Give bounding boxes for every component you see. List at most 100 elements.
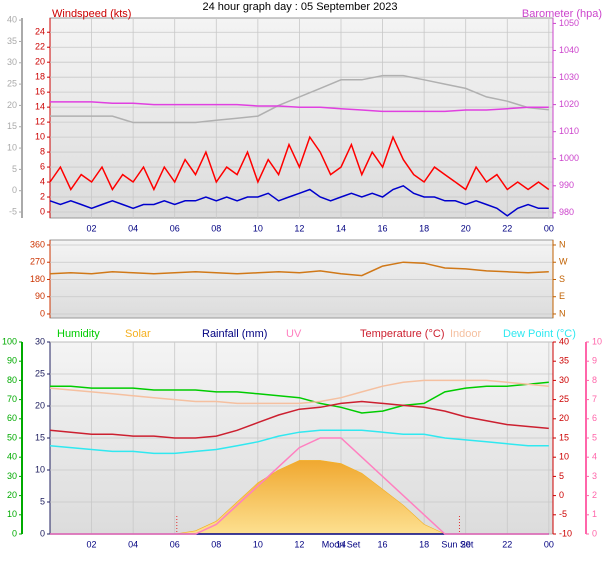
x-tick-label: 16 [378,223,388,233]
y-tick-label: 0 [592,528,597,538]
line [49,184,549,217]
y-tick-label: 1050 [559,18,579,28]
y-tick-label: 15 [35,432,45,442]
line [49,400,549,439]
line [49,429,549,455]
y-tick-label: 80 [7,375,17,385]
y-tick-label: 0 [40,206,45,216]
y-tick-label: 0 [12,528,17,538]
x-tick-label: 14 [336,223,346,233]
y-tick-label: 25 [35,368,45,378]
y-tick-label: 90 [7,356,17,366]
y-tick-label: 40 [7,15,17,25]
line [50,381,549,414]
plot-area [49,17,554,219]
plot-area [49,239,554,319]
y-tick-label: -5 [9,206,17,216]
line [49,379,549,405]
x-tick-label: 22 [502,539,512,549]
y-tick-label: W [559,257,568,267]
y-tick-label: 0 [12,185,17,195]
legend-label: Solar [125,328,151,340]
y-tick-label: 3 [592,471,597,481]
y-tick-label: 7 [592,394,597,404]
x-tick-label: 02 [87,539,97,549]
y-tick-label: 20 [7,490,17,500]
y-tick-label: 20 [35,57,45,67]
x-tick-label: 18 [419,539,429,549]
y-tick-label: -5 [559,509,567,519]
y-tick-label: 10 [35,131,45,141]
y-tick-label: 1 [592,509,597,519]
y-tick-label: 5 [559,471,564,481]
y-tick-label: 22 [35,42,45,52]
axis-title: Barometer (hpa) [522,8,602,20]
x-tick-label: 08 [211,539,221,549]
y-tick-label: 20 [7,100,17,110]
x-tick-label: 08 [211,223,221,233]
y-tick-label: 980 [559,207,574,217]
y-tick-label: 6 [592,413,597,423]
y-tick-label: 2 [592,490,597,500]
y-tick-label: 5 [592,432,597,442]
y-tick-label: 4 [592,452,597,462]
y-tick-label: 90 [35,291,45,301]
x-tick-label: 12 [294,539,304,549]
legend-label: Humidity [57,328,100,340]
y-tick-label: -10 [559,528,572,538]
y-tick-label: 10 [7,142,17,152]
y-tick-label: 30 [7,57,17,67]
line [49,261,549,277]
x-tick-label: 04 [128,539,138,549]
x-tick-label: 02 [87,223,97,233]
y-tick-label: 1040 [559,45,579,55]
y-tick-label: 24 [35,27,45,37]
y-tick-label: 50 [7,432,17,442]
y-tick-label: 10 [35,464,45,474]
annotation: Moon Set [322,539,361,549]
y-tick-label: 15 [7,121,17,131]
x-tick-label: 10 [253,539,263,549]
x-tick-label: 12 [294,223,304,233]
y-tick-label: 35 [7,36,17,46]
y-tick-label: 60 [7,413,17,423]
legend-label: Dew Point (°C) [503,328,576,340]
y-tick-label: 360 [30,239,45,249]
y-tick-label: N [559,308,566,318]
y-tick-label: 1010 [559,126,579,136]
x-tick-label: 14 [336,539,346,549]
y-tick-label: 40 [7,452,17,462]
x-tick-label: 06 [170,223,180,233]
legend-label: Rainfall (mm) [202,328,267,340]
y-tick-label: 270 [30,257,45,267]
y-tick-label: 8 [592,375,597,385]
legend-label: Indoor [450,328,482,340]
y-tick-label: S [559,274,565,284]
line [50,101,549,113]
y-tick-label: 12 [35,116,45,126]
y-tick-label: E [559,291,565,301]
y-tick-label: 0 [40,528,45,538]
y-tick-label: 10 [559,452,569,462]
y-tick-label: 990 [559,180,574,190]
line [49,135,550,192]
x-tick-label: 20 [461,539,471,549]
y-tick-label: 2 [40,191,45,201]
y-tick-label: 30 [559,375,569,385]
x-tick-label: 00 [544,539,554,549]
y-tick-label: 1000 [559,153,579,163]
y-tick-label: 8 [40,146,45,156]
y-tick-label: 70 [7,394,17,404]
y-tick-label: 4 [40,176,45,186]
y-tick-label: 0 [559,490,564,500]
y-tick-label: 35 [559,356,569,366]
y-tick-label: 1030 [559,72,579,82]
line [50,437,549,535]
chart-title: 24 hour graph day : 05 September 2023 [202,1,397,13]
y-tick-label: 6 [40,161,45,171]
y-tick-label: N [559,239,566,249]
x-tick-label: 18 [419,223,429,233]
y-tick-label: 10 [7,509,17,519]
x-tick-label: 16 [378,539,388,549]
